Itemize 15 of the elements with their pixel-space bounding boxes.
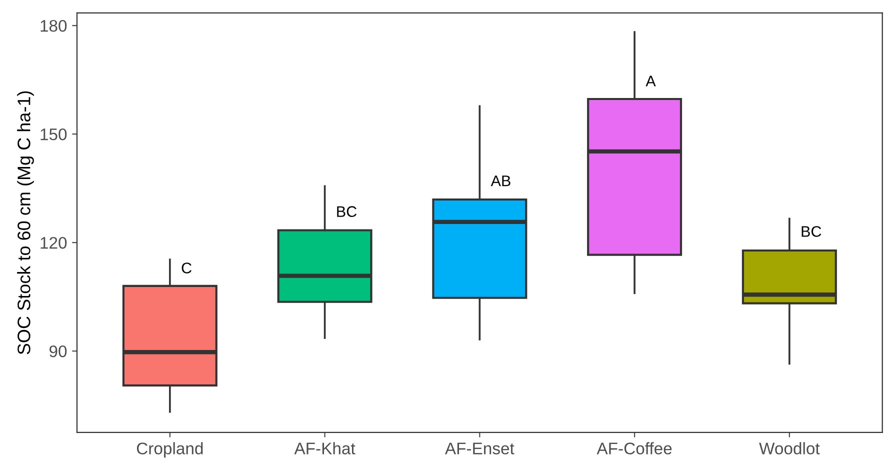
annotation: C: [182, 262, 192, 274]
annotation: BC: [337, 206, 357, 217]
x-tick-label: Woodlot: [759, 442, 820, 454]
y-tick-label: 150: [40, 128, 67, 140]
annotation: AB: [490, 176, 510, 186]
x-tick-label: AF-Coffee: [596, 442, 672, 454]
x-tick-label: AF-Enset: [444, 442, 514, 454]
y-axis-title: SOC Stock to 60 cm (Mg C ha-1): [17, 91, 34, 354]
x-tick-label: Cropland: [136, 442, 203, 458]
y-tick-label: 180: [40, 20, 67, 32]
x-tick-label: AF-Khat: [294, 442, 356, 454]
annotation: A: [646, 76, 656, 86]
annotation: BC: [802, 226, 822, 237]
y-tick-label: 120: [40, 236, 67, 249]
y-tick-label: 90: [50, 345, 67, 358]
